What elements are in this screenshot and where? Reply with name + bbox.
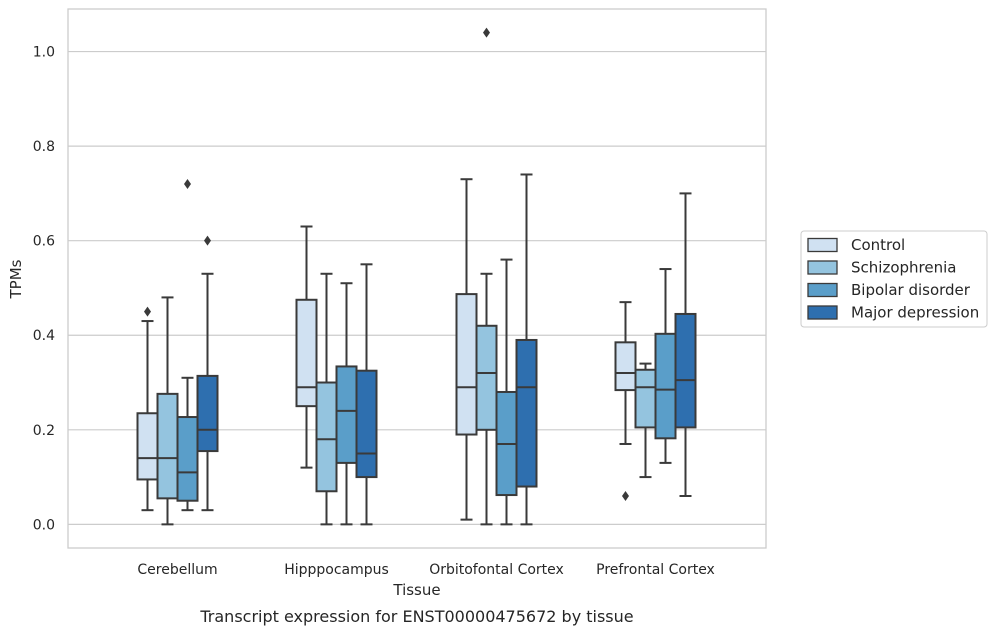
legend-frame <box>800 230 988 328</box>
box-iqr <box>654 332 677 440</box>
x-tick-label: Prefrontal Cortex <box>596 562 715 578</box>
legend-label: Control <box>851 236 905 254</box>
box-iqr <box>475 324 498 431</box>
box-iqr <box>515 338 538 488</box>
legend-swatch <box>807 282 838 298</box>
y-axis-label: TPMs <box>7 259 25 299</box>
box-control <box>614 301 637 501</box>
x-tick-label: Hipppocampus <box>284 562 389 578</box>
box-iqr <box>156 392 179 500</box>
plot-area-frame <box>67 8 767 549</box>
box-major-depression <box>674 192 697 497</box>
outlier-point <box>204 235 211 246</box>
box-iqr <box>674 312 697 429</box>
outlier-point <box>144 306 151 317</box>
box-schizophrenia <box>634 362 657 479</box>
box-iqr <box>315 381 338 493</box>
legend-swatch <box>807 260 838 275</box>
box-control <box>136 306 159 512</box>
legend: Control Schizophrenia Bipolar disorder Majo… <box>800 230 988 328</box>
legend-swatch <box>807 305 838 320</box>
chart-caption: Transcript expression for ENST0000047567… <box>199 607 633 626</box>
box-iqr <box>455 293 478 436</box>
y-tick-label: 0.4 <box>33 328 55 344</box>
y-axis-ticks: 0.0 0.2 0.4 0.6 0.8 1.0 <box>33 45 55 534</box>
legend-swatch <box>807 237 838 253</box>
x-tick-label: Cerebellum <box>137 562 217 578</box>
box-schizophrenia <box>156 296 179 526</box>
box-bipolar-disorder <box>654 268 677 464</box>
box-iqr <box>335 365 358 464</box>
box-control <box>455 178 478 521</box>
outlier-point <box>622 490 629 501</box>
y-tick-label: 0.0 <box>33 517 55 533</box>
y-tick-label: 0.8 <box>33 139 55 155</box>
box-bipolar-disorder <box>495 258 518 526</box>
box-control <box>295 225 318 469</box>
box-iqr <box>196 374 219 453</box>
box-bipolar-disorder <box>176 178 199 512</box>
box-major-depression <box>196 235 219 512</box>
boxes <box>136 27 697 526</box>
box-schizophrenia <box>315 272 338 526</box>
box-iqr <box>136 412 159 481</box>
y-tick-label: 0.6 <box>33 234 55 250</box>
legend-entries: Control Schizophrenia Bipolar disorder Majo… <box>807 236 979 322</box>
box-bipolar-disorder <box>335 282 358 526</box>
box-major-depression <box>515 173 538 526</box>
box-major-depression <box>355 263 378 526</box>
box-iqr <box>355 369 378 479</box>
legend-label: Bipolar disorder <box>851 281 971 299</box>
legend-label: Major depression <box>851 304 979 322</box>
box-iqr <box>614 341 637 392</box>
x-tick-label: Orbitofontal Cortex <box>429 562 564 578</box>
outlier-point <box>184 178 191 189</box>
x-axis-ticks: Cerebellum Hipppocampus Orbitofontal Corte… <box>137 562 714 578</box>
box-iqr <box>634 368 657 429</box>
outlier-point <box>483 27 490 38</box>
x-axis-label: Tissue <box>392 581 440 599</box>
y-tick-label: 0.2 <box>33 423 55 439</box>
box-iqr <box>295 298 318 408</box>
legend-label: Schizophrenia <box>851 259 956 277</box>
box-iqr <box>176 416 199 502</box>
y-tick-label: 1.0 <box>33 45 55 61</box>
box-schizophrenia <box>475 27 498 526</box>
